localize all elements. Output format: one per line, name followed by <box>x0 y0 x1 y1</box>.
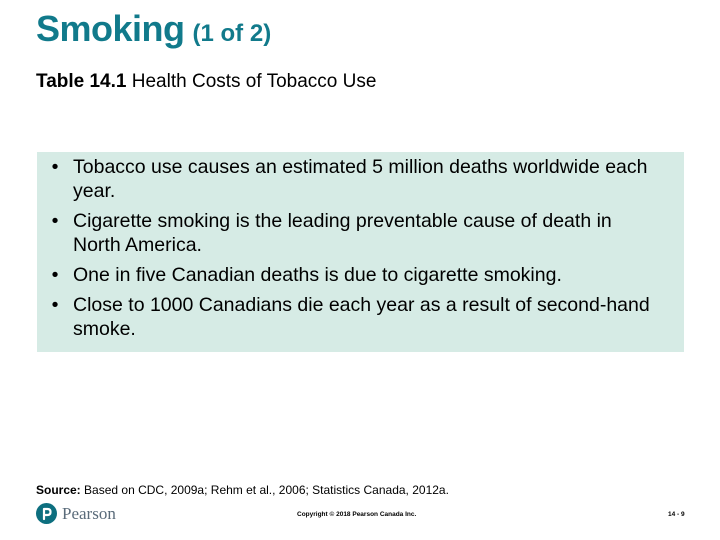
source-text: Based on CDC, 2009a; Rehm et al., 2006; … <box>84 483 449 497</box>
source-label: Source: <box>36 483 81 497</box>
bullet-text: Tobacco use causes an estimated 5 millio… <box>73 156 648 202</box>
slide-title: Smoking (1 of 2) <box>36 8 271 50</box>
bullet-item: • One in five Canadian deaths is due to c… <box>45 263 664 287</box>
bullet-glyph: • <box>51 264 59 286</box>
bullet-item: • Close to 1000 Canadians die each year a… <box>45 293 664 341</box>
bullet-glyph: • <box>51 294 59 316</box>
pearson-wordmark: Pearson <box>62 503 116 523</box>
copyright-text: Copyright © 2018 Pearson Canada Inc. <box>297 511 417 518</box>
table-title: Health Costs of Tobacco Use <box>131 71 377 92</box>
bullet-glyph: • <box>51 210 59 232</box>
bullet-glyph: • <box>51 156 59 178</box>
table-label: Table 14.1 <box>36 71 127 92</box>
bullet-item: • Tobacco use causes an estimated 5 milli… <box>45 155 664 203</box>
pearson-logo-icon <box>36 503 57 524</box>
bullet-list: • Tobacco use causes an estimated 5 milli… <box>45 155 664 341</box>
page-number: 14 - 9 <box>668 511 685 518</box>
title-main: Smoking <box>36 8 185 49</box>
source-note: Source: Based on CDC, 2009a; Rehm et al.… <box>36 483 449 497</box>
bullet-item: • Cigarette smoking is the leading preven… <box>45 209 664 257</box>
pearson-logo: Pearson <box>36 503 116 524</box>
title-part: (1 of 2) <box>192 20 272 47</box>
bullet-text: One in five Canadian deaths is due to ci… <box>73 264 562 286</box>
table-caption: Table 14.1 Health Costs of Tobacco Use <box>36 71 376 93</box>
bullet-text: Cigarette smoking is the leading prevent… <box>73 210 612 256</box>
bullet-box: • Tobacco use causes an estimated 5 milli… <box>37 152 684 352</box>
bullet-text: Close to 1000 Canadians die each year as… <box>73 294 650 340</box>
